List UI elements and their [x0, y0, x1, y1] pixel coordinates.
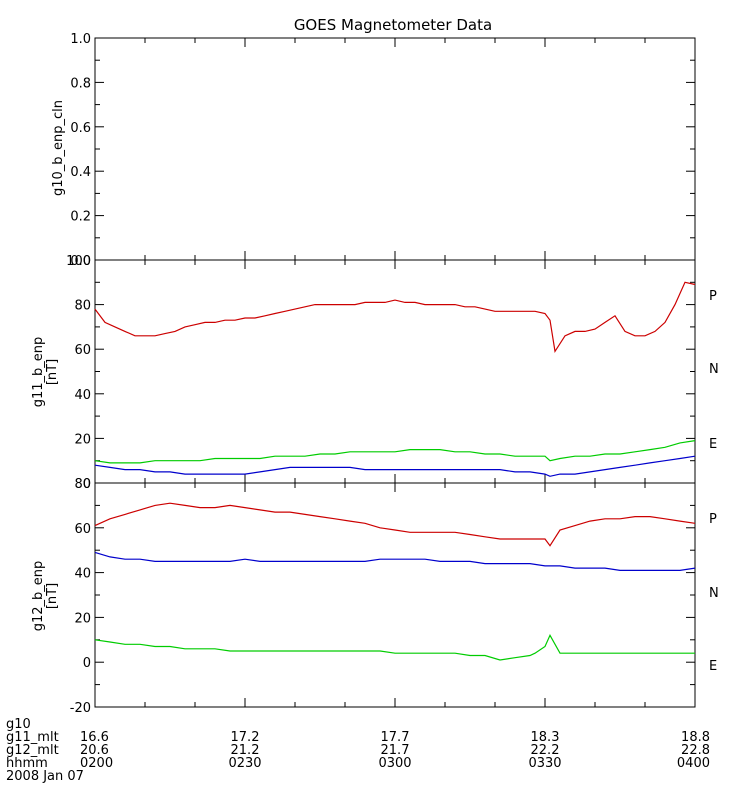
y-tick-label: 0.8	[70, 76, 91, 91]
panel-g10-frame	[94, 37, 696, 261]
y-tick-label: 40	[74, 388, 91, 403]
x-tick-label-g11_mlt: 18.8	[681, 730, 710, 745]
panel-g11-legend-p: P	[709, 289, 717, 304]
y-tick-label: 0	[83, 477, 91, 492]
x-tick-label-g11_mlt: 16.6	[80, 730, 109, 745]
y-tick-label: 20	[74, 432, 91, 447]
panel-g12-legend-e: E	[709, 659, 717, 674]
x-tick-label-hhmm: 0400	[677, 756, 710, 771]
panel-g12-yunit: [nT]	[45, 583, 60, 609]
y-tick-label: 0.4	[70, 165, 91, 180]
panel-g11-frame	[94, 259, 696, 484]
panel-g12-frame	[94, 482, 696, 708]
y-tick-label: 1.0	[70, 32, 91, 47]
y-tick-label: 0	[83, 656, 91, 671]
xrow-label-hhmm: hhmm	[6, 756, 48, 771]
x-tick-label-hhmm: 0200	[80, 756, 113, 771]
xrow-label-g12-mlt: g12_mlt	[6, 743, 59, 758]
y-tick-label: 60	[74, 522, 91, 537]
ticks-layer: 0.0 0.2 0.4 0.6 0.8 1.0 0 20 40 60 80 100 -20 0 20 40 60…	[66, 32, 696, 716]
y-tick-label: 80	[74, 477, 91, 492]
panel-g11-legend-n: N	[709, 362, 719, 377]
xrow-label-g10: g10	[6, 717, 31, 732]
series-line-P-panel2	[94, 502, 696, 547]
y-tick-label: 40	[74, 567, 91, 582]
xrow-label-g11-mlt: g11_mlt	[6, 730, 59, 745]
series-line-E-panel1	[94, 455, 696, 477]
panel-g10-ylabel: g10_b_enp_cln	[51, 100, 66, 196]
y-tick-label: 80	[74, 299, 91, 314]
panel-g11-legend-e: E	[709, 437, 717, 452]
panel-g11-yunit: [nT]	[45, 359, 60, 385]
series-line-P-panel1	[94, 281, 696, 354]
x-tick-label-hhmm: 0300	[378, 756, 411, 771]
x-tick-label-g12_mlt: 21.2	[231, 743, 260, 758]
x-tick-label-g12_mlt: 20.6	[80, 743, 109, 758]
y-tick-label: 0.6	[70, 121, 91, 136]
panel-g12-legend-p: P	[709, 512, 717, 527]
y-tick-label: 100	[66, 254, 91, 269]
series-line-N-panel1	[94, 440, 696, 464]
x-tick-label-g12_mlt: 22.2	[531, 743, 560, 758]
series-layer	[94, 281, 696, 661]
x-tick-label-g12_mlt: 21.7	[381, 743, 410, 758]
xrow-label-date: 2008 Jan 07	[6, 769, 84, 784]
series-line-N-panel2	[94, 633, 695, 661]
x-tick-label-hhmm: 0230	[228, 756, 261, 771]
panel-g11-ylabel: g11_b_enp	[31, 337, 46, 408]
y-tick-label: 60	[74, 343, 91, 358]
y-tick-label: 0.2	[70, 210, 91, 225]
x-tick-label-g11_mlt: 17.2	[231, 730, 260, 745]
x-tick-label-g11_mlt: 18.3	[531, 730, 560, 745]
chart-title: GOES Magnetometer Data	[294, 16, 492, 34]
y-tick-label: 0.0	[70, 254, 91, 269]
panel-g12-legend-n: N	[709, 586, 719, 601]
y-tick-label: -20	[70, 701, 91, 716]
x-tick-label-g11_mlt: 17.7	[381, 730, 410, 745]
x-tick-label-g12_mlt: 22.8	[681, 743, 710, 758]
y-tick-label: 20	[74, 611, 91, 626]
panel-g12-ylabel: g12_b_enp	[31, 561, 46, 632]
x-tick-label-hhmm: 0330	[528, 756, 561, 771]
series-line-E-panel2	[94, 551, 696, 572]
